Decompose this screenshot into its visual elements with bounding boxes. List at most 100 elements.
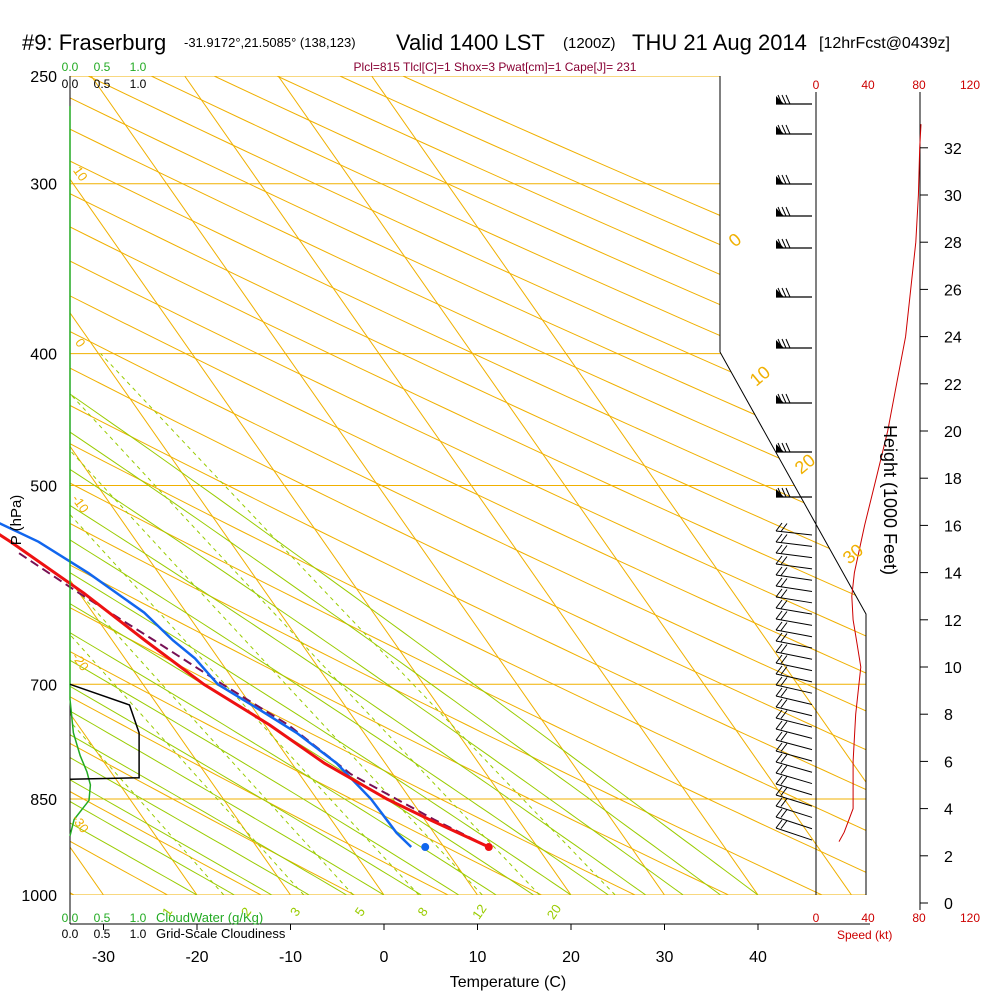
wind-barb-staff	[775, 629, 813, 638]
wind-barb-staff	[775, 827, 813, 841]
wind-barb-staff	[775, 717, 813, 728]
wind-barb-feather	[780, 523, 788, 532]
wind-barb-feather	[781, 174, 787, 185]
wind-barb-staff	[775, 651, 813, 660]
wind-barb-feather	[777, 124, 783, 135]
moist-adiabat-line	[70, 76, 310, 895]
station-coords: -31.9172°,21.5085° (138,123)	[184, 35, 356, 50]
bottom-speed-scale-label: 40	[861, 911, 875, 925]
cloudwater-label: CloudWater (g/Kg)	[156, 910, 263, 925]
height-tick-label: 28	[944, 235, 962, 252]
height-tick-label: 32	[944, 141, 962, 158]
mixing-ratio-line	[70, 353, 305, 895]
moist-adiabat-line	[70, 76, 684, 895]
x-tick-label: 40	[749, 949, 767, 966]
dry-adiabat-line	[70, 76, 866, 895]
moist-adiabat-line	[70, 76, 572, 895]
bottom-cloudiness-scale-label: 0.5	[94, 927, 111, 941]
dry-adiabat-line	[70, 76, 866, 895]
wind-barb	[775, 753, 813, 773]
wind-barb-staff	[775, 563, 813, 570]
moist-adiabat-line	[70, 76, 721, 895]
height-tick-label: 8	[944, 707, 953, 724]
wind-barb-feather	[785, 393, 791, 404]
surface-temperature-dot	[484, 843, 493, 852]
wind-barb	[775, 566, 813, 581]
x-tick-label: -20	[185, 949, 208, 966]
wind-barb	[775, 709, 813, 728]
height-tick-label: 30	[944, 188, 962, 205]
wind-barb-feather	[785, 94, 791, 105]
top-cloudwater-scale-label: 1.0	[130, 60, 147, 74]
x-tick-label: 30	[656, 949, 674, 966]
wind-barb-feather	[780, 600, 788, 609]
wind-barb-feather	[780, 666, 788, 675]
moist-adiabat-line	[70, 76, 347, 895]
wind-barb-feather	[780, 732, 788, 741]
wind-barb-feather	[780, 710, 788, 719]
wind-barb-feather	[781, 238, 787, 249]
top-speed-scale-label: 80	[912, 78, 926, 92]
dewpoint-curve	[0, 522, 413, 848]
wind-barb-feather	[780, 622, 788, 631]
wind-barb-feather	[775, 533, 783, 543]
wind-barb-staff	[775, 552, 813, 559]
wind-barb-feather	[785, 206, 791, 217]
wind-barb-feather	[775, 643, 783, 653]
wind-barb	[775, 731, 813, 751]
axis-ticks: -30 -20 -10 0 10 20 30 402503004005007008501000…	[21, 60, 980, 966]
wind-barb-feather	[777, 238, 783, 249]
bottom-speed-scale-label: 120	[960, 911, 980, 925]
height-tick-label: 4	[944, 802, 953, 819]
wind-barb	[775, 654, 813, 672]
mixing-ratio-label: 20	[544, 901, 565, 921]
wind-barb-feather	[775, 577, 783, 587]
x-tick-label: -30	[92, 949, 115, 966]
chart-profiles	[0, 106, 922, 852]
wind-barb-feather	[780, 633, 788, 642]
forecast-label: [12hrFcst@0439z]	[819, 35, 950, 52]
mixing-ratio-line	[70, 353, 225, 895]
wind-barb	[776, 393, 812, 404]
dry-adiabat-line	[70, 76, 636, 895]
wind-barb	[776, 287, 812, 298]
bottom-cloudwater-scale-label: 1.0	[130, 911, 147, 925]
dry-adiabat-line	[162, 76, 866, 895]
wind-barb-feather	[775, 742, 783, 752]
wind-barb	[776, 174, 812, 185]
x-tick-label: -10	[279, 949, 302, 966]
wind-barb-feather	[775, 676, 783, 686]
wind-barb-feather	[780, 798, 788, 807]
mixing-ratio-label: 5	[352, 904, 368, 919]
wind-barb-feather	[785, 487, 791, 498]
moist-adiabat-label: 30	[839, 540, 867, 568]
y-axis-title: P (hPa)	[8, 495, 25, 546]
wind-barb-feather	[775, 522, 783, 532]
wind-barb-staff	[775, 662, 813, 672]
wind-barb-staff	[775, 530, 813, 536]
wind-barb	[775, 555, 813, 570]
dry-adiabat-line	[70, 76, 866, 895]
wind-barb-staff	[775, 618, 813, 626]
wind-barb-feather	[780, 743, 788, 752]
wind-barb-feather	[775, 665, 783, 675]
moist-adiabat-label: 10	[746, 362, 774, 390]
wind-barb-staff	[775, 816, 813, 830]
wind-barb-feather	[777, 174, 783, 185]
wind-barb-feather	[781, 206, 787, 217]
wind-barb	[775, 819, 813, 841]
y-tick-label: 500	[30, 479, 57, 496]
wind-barb-feather	[775, 588, 783, 598]
wind-barb-staff	[775, 596, 813, 604]
wind-barb-staff	[775, 761, 813, 773]
wind-barb-feather	[780, 556, 788, 565]
moist-adiabat-line	[70, 76, 647, 895]
mixing-ratio-label: 3	[287, 904, 303, 919]
cloudiness-profile	[69, 683, 140, 780]
wind-barb-staff	[775, 706, 813, 717]
wind-barb-feather	[775, 786, 783, 796]
bottom-speed-scale-label: 80	[912, 911, 926, 925]
wind-barb	[775, 808, 813, 830]
mixing-ratio-label: 8	[414, 904, 430, 919]
surface-dewpoint-dot	[421, 843, 430, 852]
